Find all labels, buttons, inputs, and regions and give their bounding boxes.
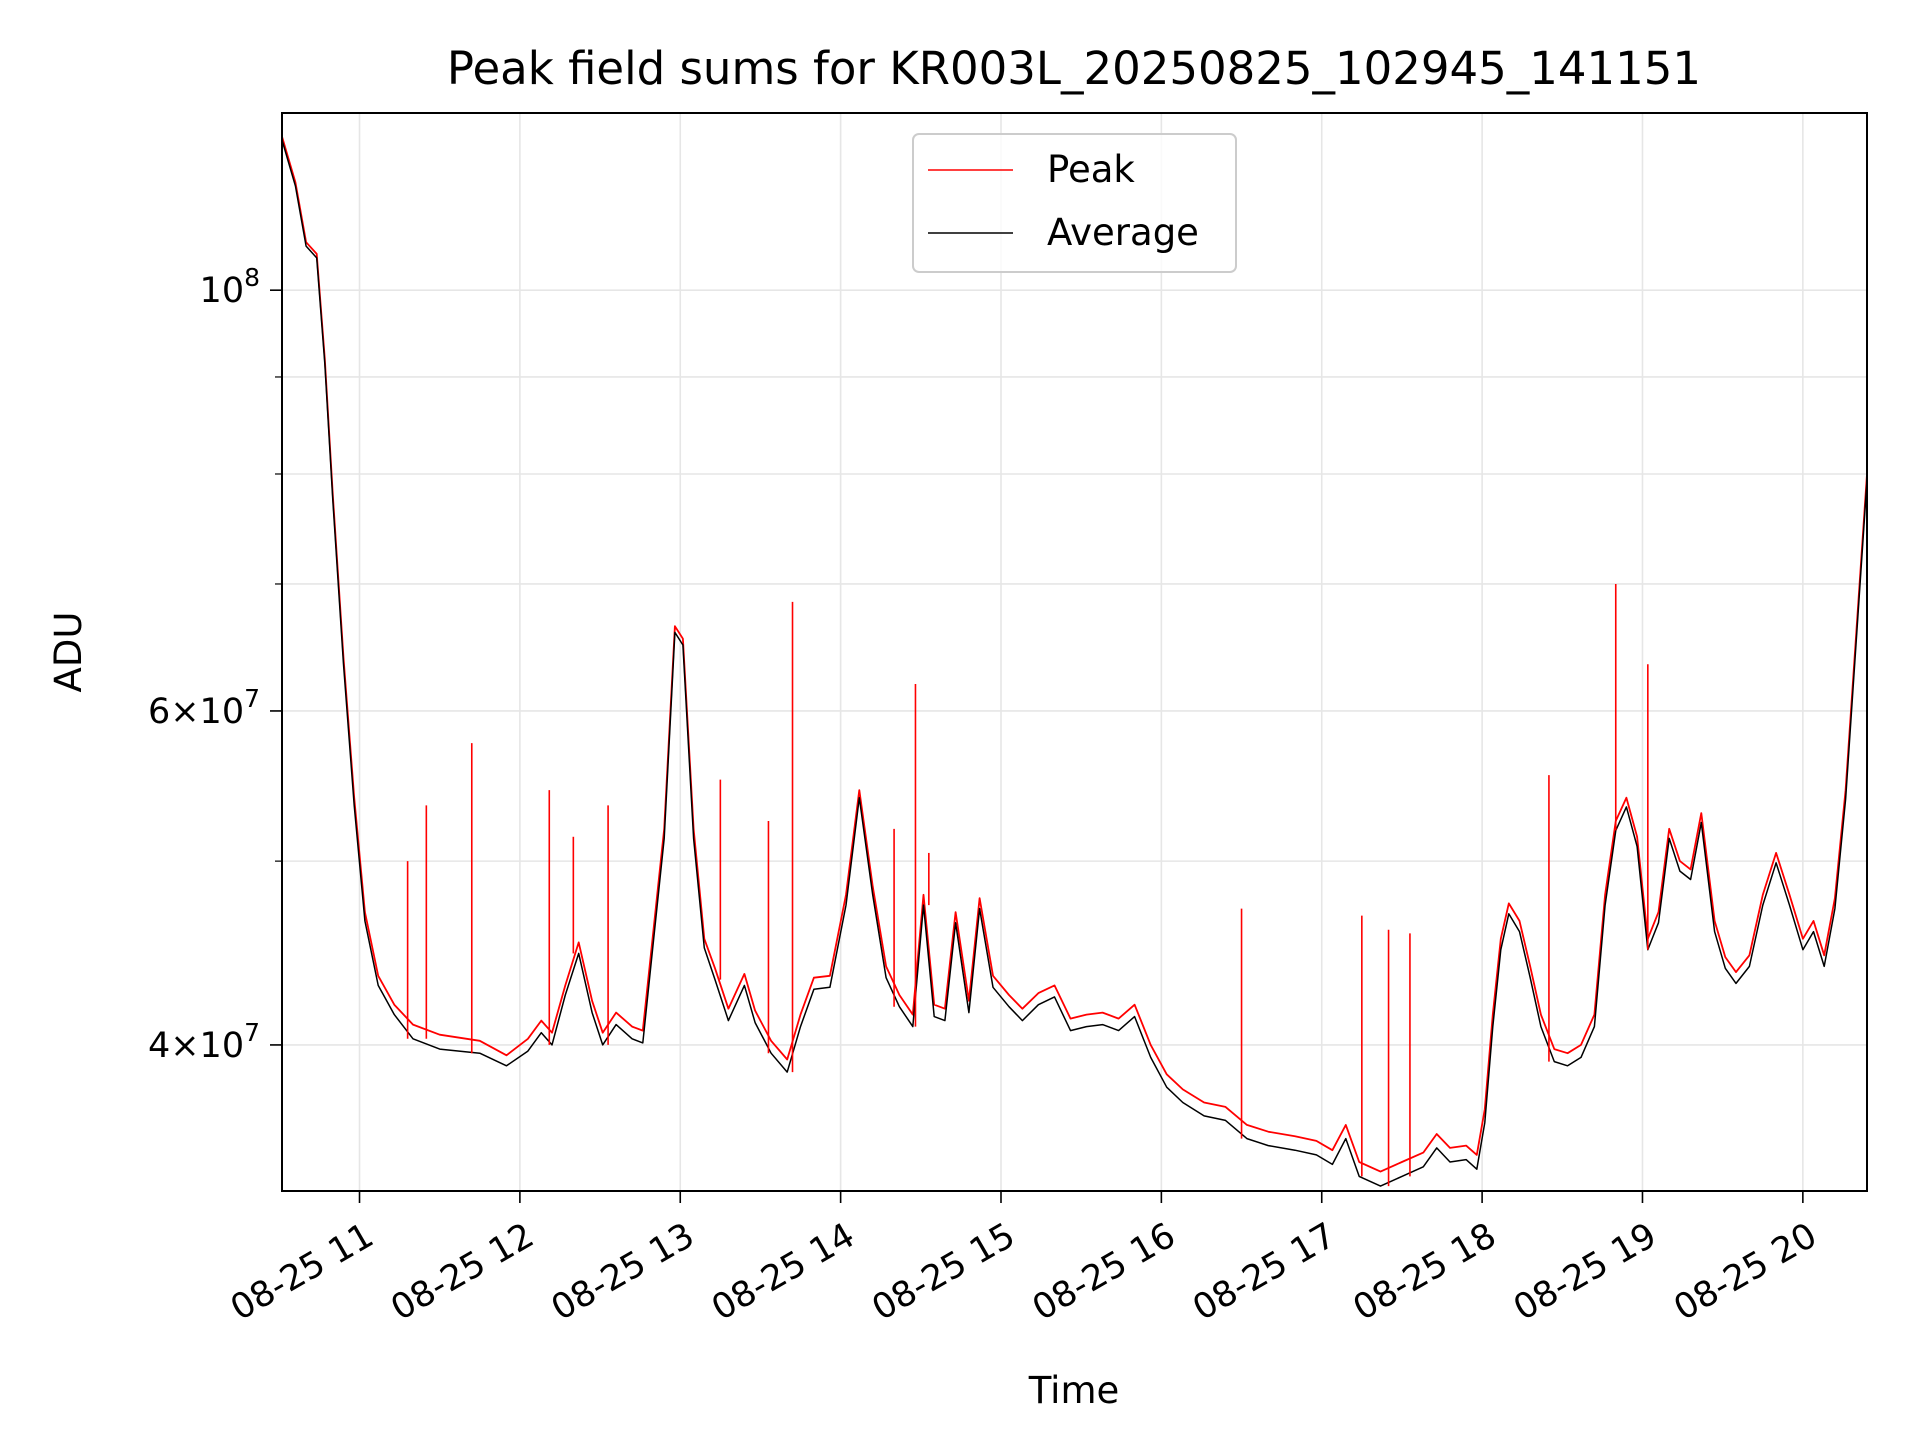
series-line-peak [281, 136, 1868, 1173]
legend-label-peak: Peak [1047, 148, 1135, 191]
legend-label-average: Average [1047, 211, 1199, 254]
y-tick-label: 108 [200, 263, 260, 311]
gridlines [282, 113, 1867, 1191]
series-line-average [281, 139, 1868, 1187]
legend: Peak Average [912, 133, 1237, 273]
legend-box [912, 133, 1237, 273]
x-axis-label: Time [1028, 1369, 1120, 1412]
chart-title: Peak field sums for KR003L_20250825_1029… [447, 42, 1701, 95]
y-tick-label: 6×107 [148, 684, 260, 732]
plot-frame [281, 112, 1868, 1192]
y-axis-label: ADU [47, 612, 90, 693]
series-lines [281, 136, 1868, 1187]
y-tick-label: 4×107 [148, 1018, 260, 1066]
y-axis-ticks: 4×107 6×107 108 [148, 263, 282, 1066]
